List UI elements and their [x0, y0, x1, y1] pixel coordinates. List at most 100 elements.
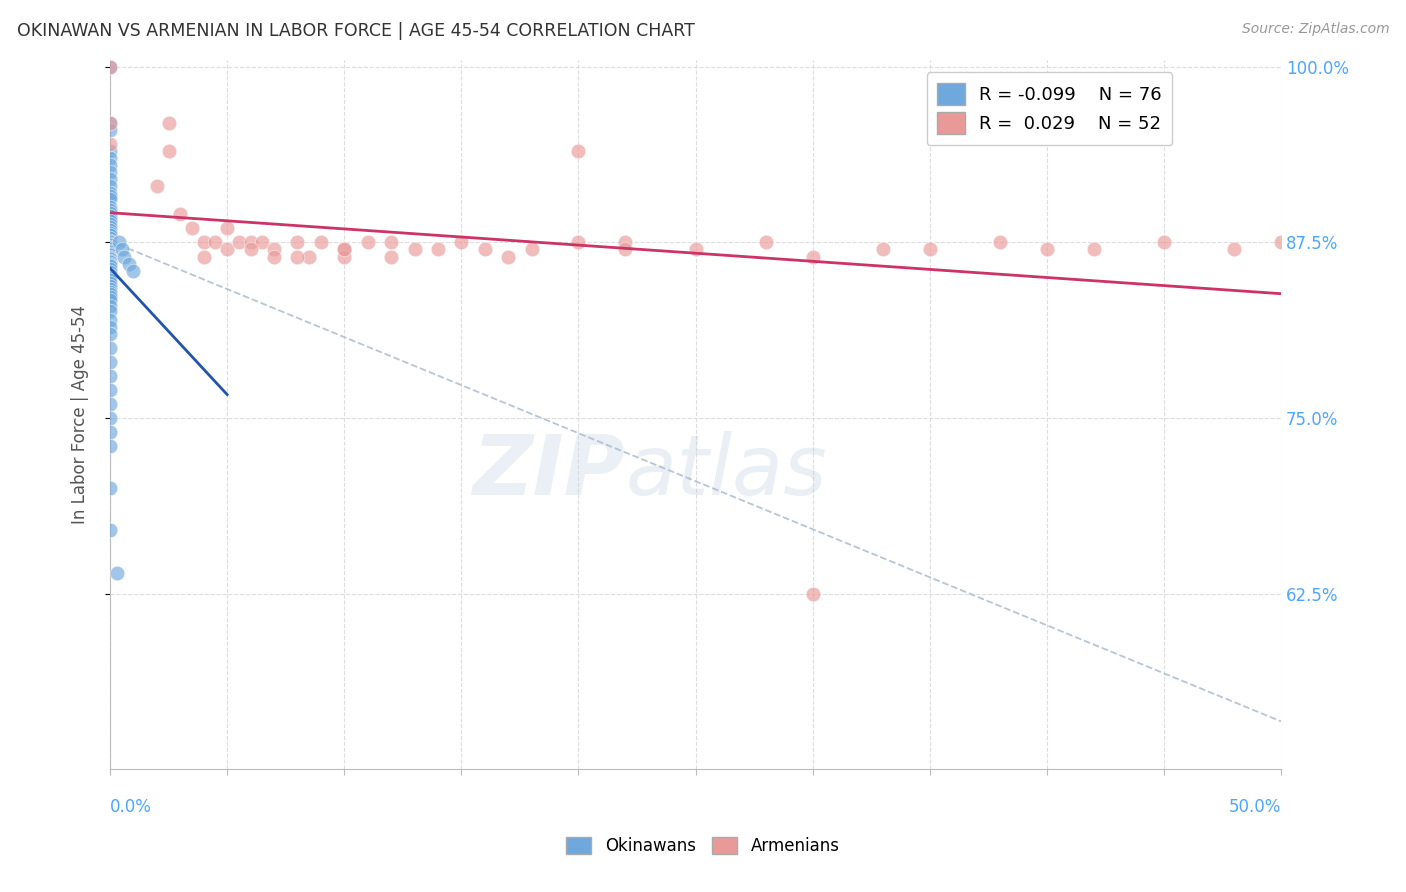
Point	[450, 235, 472, 250]
Point	[98, 287, 121, 301]
Point	[181, 221, 204, 235]
Point	[98, 158, 121, 172]
Point	[157, 144, 180, 158]
Point	[356, 235, 378, 250]
Point	[239, 243, 262, 257]
Point	[98, 260, 121, 274]
Point	[404, 243, 426, 257]
Point	[333, 243, 356, 257]
Point	[193, 250, 215, 264]
Point	[98, 186, 121, 201]
Point	[98, 481, 121, 495]
Point	[98, 151, 121, 165]
Point	[801, 587, 824, 601]
Point	[98, 209, 121, 223]
Point	[98, 244, 121, 258]
Point	[98, 282, 121, 296]
Point	[1223, 243, 1246, 257]
Point	[98, 250, 121, 264]
Point	[98, 270, 121, 285]
Point	[98, 235, 121, 250]
Point	[98, 246, 121, 260]
Point	[98, 217, 121, 231]
Point	[801, 250, 824, 264]
Text: ZIP: ZIP	[472, 431, 626, 512]
Point	[98, 203, 121, 218]
Point	[157, 116, 180, 130]
Point	[98, 355, 121, 369]
Point	[98, 214, 121, 228]
Point	[98, 273, 121, 287]
Point	[496, 250, 519, 264]
Point	[380, 235, 402, 250]
Point	[98, 60, 121, 74]
Point	[239, 235, 262, 250]
Point	[98, 256, 121, 270]
Point	[98, 192, 121, 206]
Point	[98, 411, 121, 425]
Point	[98, 241, 121, 255]
Point	[98, 172, 121, 186]
Point	[988, 235, 1011, 250]
Point	[98, 231, 121, 245]
Point	[263, 250, 285, 264]
Point	[98, 276, 121, 290]
Point	[98, 223, 121, 237]
Point	[98, 290, 121, 304]
Point	[98, 179, 121, 194]
Text: atlas: atlas	[626, 431, 827, 512]
Point	[98, 299, 121, 313]
Point	[98, 258, 121, 272]
Point	[98, 236, 121, 251]
Point	[118, 256, 141, 270]
Point	[426, 243, 449, 257]
Point	[520, 243, 543, 257]
Point	[98, 238, 121, 252]
Point	[112, 250, 135, 264]
Point	[98, 137, 121, 152]
Point	[98, 439, 121, 453]
Point	[872, 243, 894, 257]
Point	[98, 293, 121, 307]
Point	[204, 235, 226, 250]
Point	[287, 235, 309, 250]
Point	[169, 207, 191, 221]
Point	[614, 243, 637, 257]
Point	[1153, 235, 1175, 250]
Point	[98, 326, 121, 341]
Point	[333, 243, 356, 257]
Point	[1083, 243, 1105, 257]
Point	[98, 312, 121, 326]
Point	[474, 243, 496, 257]
Text: Source: ZipAtlas.com: Source: ZipAtlas.com	[1241, 22, 1389, 37]
Point	[98, 200, 121, 214]
Point	[98, 116, 121, 130]
Point	[98, 144, 121, 158]
Point	[252, 235, 274, 250]
Point	[98, 383, 121, 397]
Point	[333, 250, 356, 264]
Point	[98, 368, 121, 383]
Point	[685, 243, 707, 257]
Point	[146, 179, 169, 194]
Point	[98, 319, 121, 334]
Point	[98, 397, 121, 411]
Point	[1036, 243, 1059, 257]
Point	[263, 243, 285, 257]
Point	[98, 252, 121, 267]
Point	[98, 255, 121, 269]
Text: 0.0%: 0.0%	[110, 798, 152, 816]
Point	[567, 144, 589, 158]
Point	[98, 265, 121, 279]
Point	[567, 235, 589, 250]
Text: OKINAWAN VS ARMENIAN IN LABOR FORCE | AGE 45-54 CORRELATION CHART: OKINAWAN VS ARMENIAN IN LABOR FORCE | AG…	[17, 22, 695, 40]
Point	[98, 206, 121, 220]
Point	[287, 250, 309, 264]
Point	[98, 304, 121, 318]
Point	[98, 285, 121, 299]
Point	[98, 116, 121, 130]
Point	[217, 243, 239, 257]
Point	[98, 245, 121, 260]
Point	[98, 234, 121, 248]
Point	[98, 268, 121, 282]
